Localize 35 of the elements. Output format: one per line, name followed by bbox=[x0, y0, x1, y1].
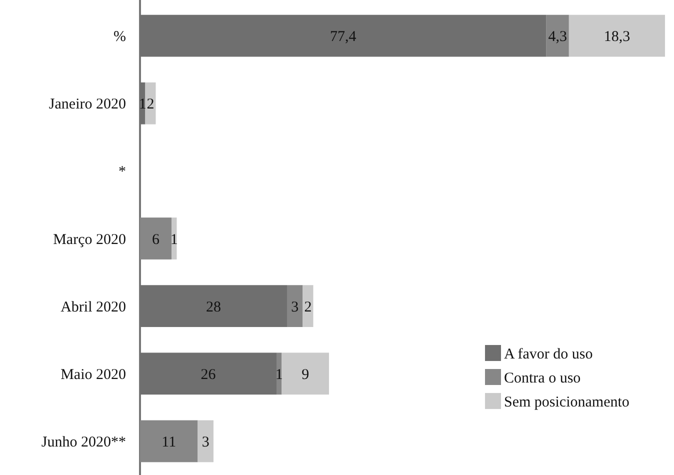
data-label: 6 bbox=[152, 232, 160, 248]
data-label: 2 bbox=[146, 96, 154, 113]
bar bbox=[276, 352, 282, 395]
bar bbox=[302, 285, 314, 328]
data-label: 4,3 bbox=[548, 29, 568, 46]
legend-label: A favor do uso bbox=[504, 346, 593, 362]
data-label: 3 bbox=[291, 299, 299, 316]
data-label: 18,3 bbox=[604, 29, 630, 46]
bar bbox=[198, 420, 214, 462]
bar bbox=[172, 218, 177, 260]
data-label: 2 bbox=[304, 299, 312, 316]
data-label: 1 bbox=[275, 366, 283, 383]
y-tick-label: Março 2020 bbox=[53, 232, 126, 248]
y-tick-label: Abril 2020 bbox=[60, 299, 126, 316]
legend-label: Sem posicionamento bbox=[504, 394, 630, 410]
data-label: 9 bbox=[302, 366, 310, 383]
data-label: 1 bbox=[170, 232, 178, 248]
y-tick-label: Janeiro 2020 bbox=[48, 96, 126, 113]
y-tick-label: Maio 2020 bbox=[60, 366, 126, 383]
bar bbox=[140, 420, 198, 462]
data-label: 3 bbox=[202, 434, 210, 450]
legend-label: Contra o uso bbox=[504, 370, 581, 386]
data-label: 28 bbox=[206, 299, 221, 316]
bar bbox=[568, 14, 665, 57]
bar bbox=[546, 14, 569, 57]
data-label: 11 bbox=[162, 434, 176, 450]
bar bbox=[287, 285, 303, 328]
y-tick-label: * bbox=[118, 164, 126, 180]
data-label: 77,4 bbox=[330, 29, 357, 46]
bar bbox=[282, 352, 329, 395]
bar bbox=[140, 218, 172, 260]
bar bbox=[145, 82, 156, 124]
data-label: 26 bbox=[200, 366, 216, 383]
y-tick-label: Junho 2020** bbox=[41, 434, 126, 450]
y-tick-label: % bbox=[114, 29, 126, 46]
